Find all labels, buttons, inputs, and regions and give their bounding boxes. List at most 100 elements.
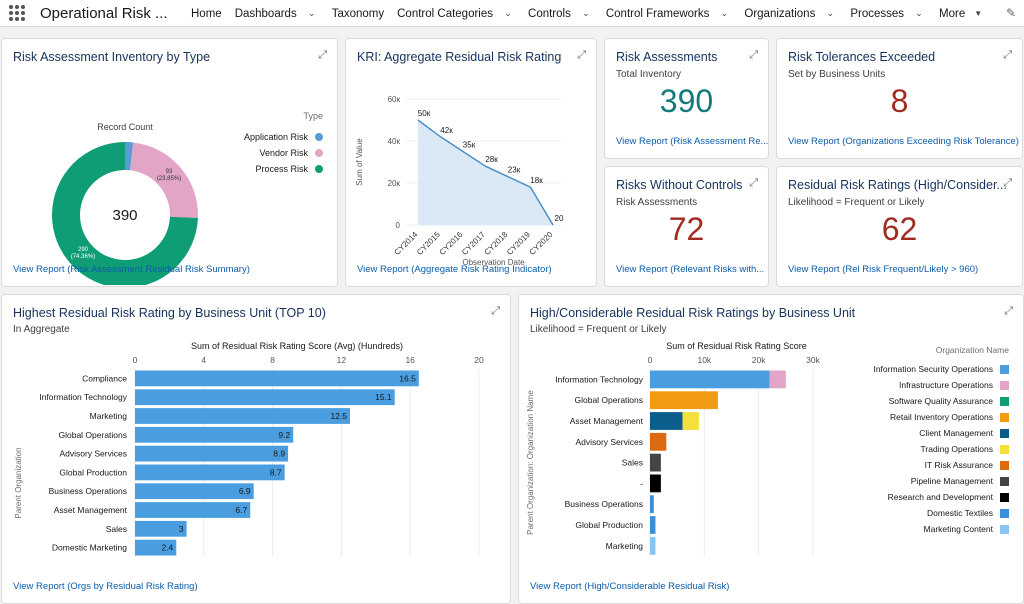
chevron-down-icon[interactable]: ▼ [974, 9, 983, 18]
stacked-bar-segment [650, 474, 661, 493]
view-report-link[interactable]: View Report (Risk Assessment Re... [616, 136, 769, 147]
expand-icon[interactable]: ⤢ [1003, 49, 1012, 61]
x-tick-label: 0 [133, 355, 138, 365]
chevron-down-icon[interactable]: ⌄ [826, 8, 835, 18]
card-title: Highest Residual Risk Rating by Business… [13, 306, 326, 320]
expand-icon[interactable]: ⤢ [318, 49, 327, 61]
stacked-bar-segment [650, 516, 656, 534]
x-tick-label: CY2014 [393, 230, 420, 257]
x-axis-title: Sum of Residual Risk Rating Score (Avg) … [191, 341, 403, 351]
bar [135, 539, 177, 556]
view-report-link[interactable]: View Report (Aggregate Risk Rating Indic… [357, 264, 552, 275]
donut-slice [125, 142, 134, 171]
legend-swatch [1000, 365, 1009, 374]
bar-value-label: 6.9 [239, 486, 251, 496]
donut-axis-label: Record Count [97, 122, 153, 132]
chevron-down-icon[interactable]: ⌄ [720, 8, 729, 18]
card-subtitle: Likelihood = Frequent or Likely [530, 324, 667, 335]
nav-item-label: Taxonomy [331, 7, 385, 20]
expand-icon[interactable]: ⤢ [749, 177, 758, 189]
expand-icon[interactable]: ⤢ [749, 49, 758, 61]
view-report-link[interactable]: View Report (Rel Risk Frequent/Likely > … [788, 264, 979, 275]
edit-pencil-icon[interactable]: ✎ [1005, 6, 1016, 20]
bar-value-label: 9.2 [278, 430, 290, 440]
legend-swatch [1000, 525, 1009, 534]
category-label: Global Operations [58, 430, 127, 440]
legend-swatch [1000, 429, 1009, 438]
x-tick-label: 20k [752, 355, 766, 365]
y-axis-title: Parent Organization [14, 447, 23, 518]
stacked-bar-segment [650, 536, 656, 555]
category-label: Domestic Marketing [52, 543, 127, 553]
category-label: Sales [106, 524, 127, 534]
nav-item-organizations[interactable]: Organizations ⌄ [743, 8, 838, 20]
nav-item-dashboards[interactable]: Dashboards ⌄ [234, 8, 320, 20]
nav-item-control-frameworks[interactable]: Control Frameworks ⌄ [605, 8, 733, 20]
category-label: Global Production [59, 467, 127, 477]
app-launcher-icon[interactable] [9, 5, 25, 21]
chevron-down-icon[interactable]: ⌄ [504, 8, 512, 18]
x-tick-label: 20 [474, 355, 484, 365]
stacked-bar-segment [682, 412, 699, 430]
view-report-link[interactable]: View Report (Orgs by Residual Risk Ratin… [13, 581, 198, 592]
view-report-link[interactable]: View Report (Risk Assessment Residual Ri… [13, 264, 250, 275]
category-label: Asset Management [570, 416, 644, 426]
chevron-down-icon[interactable]: ⌄ [307, 8, 316, 18]
legend-label: Retail Inventory Operations [890, 412, 993, 422]
legend-swatch [1000, 413, 1009, 422]
legend-label: Software Quality Assurance [889, 396, 994, 406]
legend-swatch [315, 149, 323, 157]
category-label: Asset Management [54, 505, 128, 515]
card-subtitle: Risk Assessments [616, 197, 698, 208]
category-label: - [640, 478, 643, 488]
expand-icon[interactable]: ⤢ [491, 305, 500, 317]
bar-value-label: 3 [179, 524, 184, 534]
chevron-down-icon[interactable]: ⌄ [915, 8, 923, 18]
expand-icon[interactable]: ⤢ [1004, 305, 1013, 317]
area-line [417, 119, 554, 226]
kri-area-chart: 0 20к 40к 60к 50к CY2014 42к CY2015 35к CY2016 28к… [355, 95, 564, 267]
bar [135, 426, 294, 443]
nav-item-label: Controls [528, 7, 571, 20]
high-considerable-card: High/Considerable Residual Risk Ratings … [518, 294, 1024, 604]
card-title: Risks Without Controls [616, 178, 743, 192]
category-label: Business Operations [565, 499, 643, 509]
without-controls-card: Risks Without Controls Risk Assessments … [604, 166, 769, 287]
nav-item-taxonomy[interactable]: Taxonomy [331, 8, 385, 20]
nav-item-processes[interactable]: Processes ⌄ [849, 8, 927, 20]
x-axis-title: Observation Date [462, 258, 525, 267]
bar [135, 370, 419, 387]
risk-assessments-card: Risk Assessments Total Inventory ⤢ 390 V… [604, 38, 769, 159]
nav-item-more[interactable]: More ▼ [938, 8, 986, 20]
bar [135, 520, 187, 537]
legend-label: Process Risk [255, 164, 308, 174]
nav-item-home[interactable]: Home [190, 8, 223, 20]
bar [135, 502, 251, 518]
y-axis-title: Sum of Value [355, 138, 364, 186]
card-title: Risk Tolerances Exceeded [788, 50, 936, 64]
legend-swatch [1000, 509, 1009, 518]
nav-item-control-categories[interactable]: Control Categories ⌄ [396, 8, 516, 20]
view-report-link[interactable]: View Report (High/Considerable Residual … [530, 581, 730, 592]
x-tick-label: 10k [697, 355, 711, 365]
x-tick-label: 16 [405, 355, 415, 365]
nav-item-controls[interactable]: Controls ⌄ [527, 8, 594, 20]
nav-bar: Home Dashboards ⌄ Taxonomy Control Categorie… [190, 0, 997, 27]
view-report-link[interactable]: View Report (Organizations Exceeding Ris… [788, 136, 1019, 147]
bar-value-label: 8.7 [270, 467, 282, 477]
legend-label: Marketing Content [924, 524, 994, 534]
view-report-link[interactable]: View Report (Relevant Risks with... [616, 264, 765, 275]
nav-item-label: More [939, 7, 966, 20]
card-subtitle: In Aggregate [13, 324, 70, 335]
data-label: 35к [463, 141, 476, 150]
expand-icon[interactable]: ⤢ [577, 49, 586, 61]
y-axis-title: Parent Organization: Organization Name [526, 390, 535, 535]
card-title: KRI: Aggregate Residual Risk Rating [357, 50, 562, 64]
legend-swatch [1000, 477, 1009, 486]
expand-icon[interactable]: ⤢ [1003, 177, 1012, 189]
legend-label: Client Management [919, 428, 993, 438]
chevron-down-icon[interactable]: ⌄ [582, 8, 590, 18]
bar [135, 464, 285, 481]
category-label: Business Operations [49, 486, 127, 496]
card-title: Residual Risk Ratings (High/Consider... [788, 178, 1007, 192]
